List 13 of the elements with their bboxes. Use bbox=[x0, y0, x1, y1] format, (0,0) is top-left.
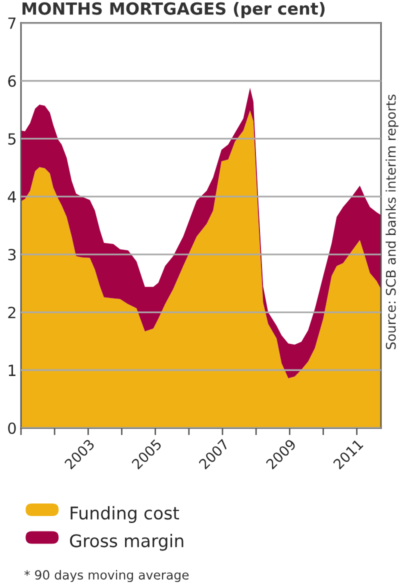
legend-label: Funding cost bbox=[70, 506, 180, 523]
y-tick-label: 5 bbox=[8, 133, 16, 145]
source-note: Source: SCB and banks interim reports bbox=[386, 94, 398, 350]
y-tick-label: 0 bbox=[8, 422, 16, 434]
y-tick-label: 3 bbox=[8, 248, 16, 260]
y-tick-label: 1 bbox=[8, 364, 16, 376]
text: * 90 days moving average bbox=[24, 570, 189, 582]
y-tick-label: 4 bbox=[8, 191, 16, 202]
y-tick-label: 2 bbox=[8, 306, 16, 318]
y-tick-label: 7 bbox=[8, 18, 16, 29]
legend-label: Gross margin bbox=[70, 534, 184, 551]
chart-title: MONTHS MORTGAGES (per cent) bbox=[22, 2, 325, 18]
y-tick-label: 6 bbox=[8, 75, 16, 87]
